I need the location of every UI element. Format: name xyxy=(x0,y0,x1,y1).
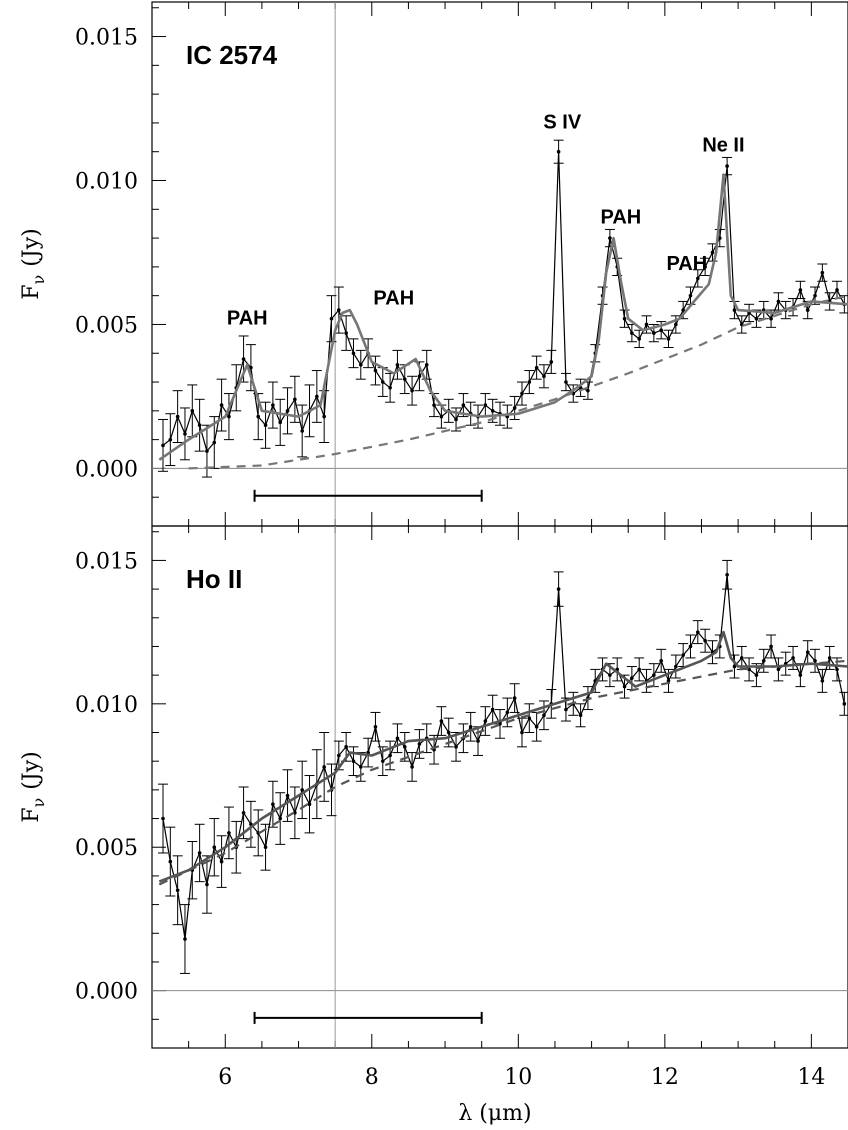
x-axis-title: λ (μm) xyxy=(458,1101,531,1126)
y-tick-label: 0.015 xyxy=(75,549,138,574)
x-tick-label: 8 xyxy=(365,1065,379,1090)
feature-label: PAH xyxy=(227,307,268,329)
y-tick-label: 0.005 xyxy=(75,313,138,338)
data-point xyxy=(842,702,847,706)
feature-label: PAH xyxy=(601,207,642,229)
y-tick-label: 0.015 xyxy=(75,26,138,51)
continuum-line xyxy=(158,659,848,886)
feature-label: S IV xyxy=(543,112,581,134)
x-tick-label: 6 xyxy=(218,1065,232,1090)
panel-ho2: 0.000 0.005 0.010 0.015 Fν(Jy) Ho II xyxy=(19,525,848,1049)
y-tick-label: 0.000 xyxy=(75,980,138,1005)
feature-label: PAH xyxy=(666,253,707,275)
panel-title: Ho II xyxy=(186,564,242,594)
y-tick-label: 0.010 xyxy=(75,170,138,195)
panel-title: IC 2574 xyxy=(186,40,278,70)
feature-label: PAH xyxy=(373,287,414,309)
plot-frame xyxy=(151,525,848,1049)
data-line xyxy=(162,574,845,940)
x-tick-label: 10 xyxy=(504,1065,532,1090)
x-axis-labels: 6 8 10 12 14 xyxy=(218,1065,825,1090)
y-tick-label: 0.000 xyxy=(75,457,138,482)
panel-ic2574: 0.000 0.005 0.010 0.015 Fν(Jy) PAH PAH S IV PAH P… xyxy=(19,1,848,527)
y-axis-title: Fν(Jy) xyxy=(19,751,48,822)
x-tick-label: 14 xyxy=(797,1065,825,1090)
plot-frame xyxy=(151,1,848,527)
feature-label: Ne II xyxy=(702,135,744,157)
y-tick-label: 0.005 xyxy=(75,836,138,861)
y-tick-label: 0.010 xyxy=(75,693,138,718)
x-tick-label: 12 xyxy=(651,1065,679,1090)
y-axis-title: Fν(Jy) xyxy=(19,228,48,299)
model-fit-line xyxy=(158,630,848,883)
model-fit-line xyxy=(158,173,848,461)
continuum-line xyxy=(188,294,848,470)
